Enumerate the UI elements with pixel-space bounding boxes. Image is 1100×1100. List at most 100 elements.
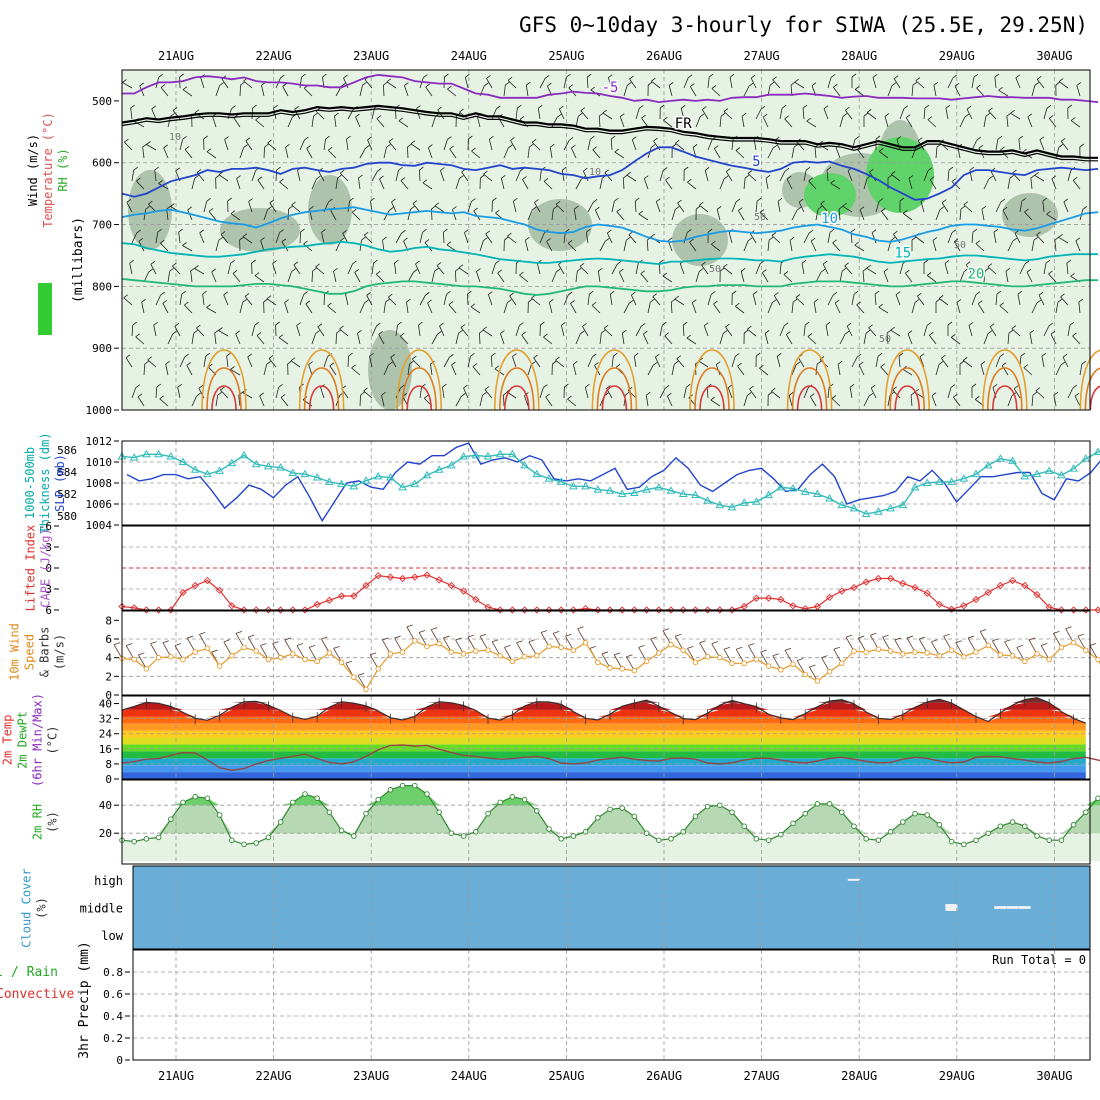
data-point — [241, 841, 247, 848]
wind-barb — [1051, 178, 1057, 190]
wind-barb-flag — [583, 167, 588, 172]
wind-barb — [488, 139, 493, 151]
wind-barb-flag — [878, 303, 883, 308]
data-point — [436, 640, 442, 647]
wind-barb — [941, 357, 949, 368]
wind-barb-flag — [1005, 267, 1011, 272]
wind-barb — [783, 274, 793, 283]
wind-barb — [1060, 296, 1069, 306]
data-point — [910, 482, 920, 491]
warm-temperature-lobe — [992, 385, 1018, 411]
data-point — [765, 837, 772, 843]
wind-barb — [1026, 272, 1033, 283]
data-point — [1057, 606, 1066, 614]
wind-barb-flag — [975, 240, 981, 244]
wind-barb-flag — [362, 81, 367, 86]
wind-barb-flag — [820, 200, 825, 205]
wind-barb — [278, 337, 289, 345]
wind-barb — [947, 387, 952, 399]
wind-barb-flag — [634, 352, 639, 357]
wind-barb-flag — [397, 321, 402, 326]
data-point — [509, 794, 516, 800]
wind-barb — [160, 242, 169, 252]
data-point — [131, 656, 137, 663]
wind-barb — [1042, 201, 1045, 213]
temperature-line — [121, 697, 1087, 724]
wind-barb-flag — [483, 170, 488, 175]
wind-barb — [870, 387, 877, 399]
data-point — [1034, 833, 1040, 839]
wind-barb — [440, 170, 445, 182]
wind-barb — [675, 142, 685, 151]
wind-barb — [803, 387, 809, 399]
wind-barb-flag — [122, 79, 127, 83]
data-point — [1022, 823, 1028, 829]
wind-barb — [407, 272, 414, 283]
wind-barb — [796, 141, 805, 151]
wind-barb — [591, 305, 601, 314]
wind-barb-flag — [406, 298, 411, 303]
cloud-row-label: high — [94, 874, 123, 888]
wind-barb-flag — [629, 75, 634, 80]
wind-barb-flag — [113, 642, 121, 645]
wind-barb-flag — [235, 330, 240, 335]
wind-barb-flag — [455, 267, 460, 272]
wind-barb-flag — [950, 334, 956, 338]
wind-barb — [993, 232, 997, 244]
data-point — [386, 573, 395, 581]
wind-barb-flag — [179, 73, 184, 78]
wind-barb — [947, 170, 950, 182]
wind-barb-flag — [747, 237, 753, 242]
wind-barb-flag — [363, 387, 368, 392]
wind-barb-flag — [458, 264, 464, 269]
wind-barb-flag — [571, 144, 576, 149]
wind-barb — [335, 178, 338, 190]
wind-barb-flag — [988, 107, 993, 112]
y-tick-label: 40 — [99, 799, 112, 812]
wind-barb-flag — [719, 267, 725, 272]
wind-barb — [497, 272, 505, 283]
wind-barb — [794, 81, 805, 89]
wind-barb-flag — [965, 261, 971, 265]
data-point — [594, 606, 602, 614]
y-tick-label: 6 — [45, 604, 52, 617]
wind-barb-flag — [723, 108, 729, 112]
wind-barb-flag — [223, 639, 230, 643]
wind-barb-flag — [507, 232, 512, 237]
wind-barb — [884, 116, 889, 128]
wind-barb — [366, 295, 373, 306]
wind-barb-flag — [833, 83, 838, 88]
warm-temperature-lobe — [303, 367, 340, 411]
y-tick-label: 600 — [92, 157, 112, 170]
wind-barb — [886, 333, 889, 345]
data-point — [618, 606, 626, 614]
wind-barb — [701, 264, 709, 275]
y-tick-label: 8 — [105, 758, 112, 771]
y-axis-label-part: 10m Wind — [8, 623, 22, 681]
wind-barb — [1015, 77, 1021, 89]
wind-barb — [415, 263, 421, 275]
wind-barb-flag — [589, 290, 594, 295]
wind-barb-flag — [336, 329, 341, 334]
wind-barb-flag — [720, 112, 726, 117]
data-point — [521, 653, 528, 660]
wind-barb — [911, 147, 917, 159]
wind-barb — [587, 139, 591, 151]
wind-barb — [671, 209, 676, 221]
wind-barb — [318, 171, 325, 182]
y-tick-label: 4 — [105, 652, 112, 665]
wind-barb-flag — [613, 352, 618, 357]
wind-barb-flag — [470, 303, 476, 308]
wind-barb — [945, 108, 949, 120]
wind-barb-flag — [686, 383, 691, 388]
wind-barb-flag — [486, 75, 491, 79]
wind-barb-flag — [148, 268, 153, 273]
wind-barb — [347, 201, 350, 213]
data-point — [434, 465, 444, 473]
wind-barb — [345, 294, 349, 306]
wind-barb — [430, 364, 433, 376]
wind-barb-flag — [267, 206, 272, 210]
wind-barb — [755, 201, 758, 213]
wind-barb — [534, 202, 541, 213]
wind-barb-flag — [349, 197, 354, 202]
